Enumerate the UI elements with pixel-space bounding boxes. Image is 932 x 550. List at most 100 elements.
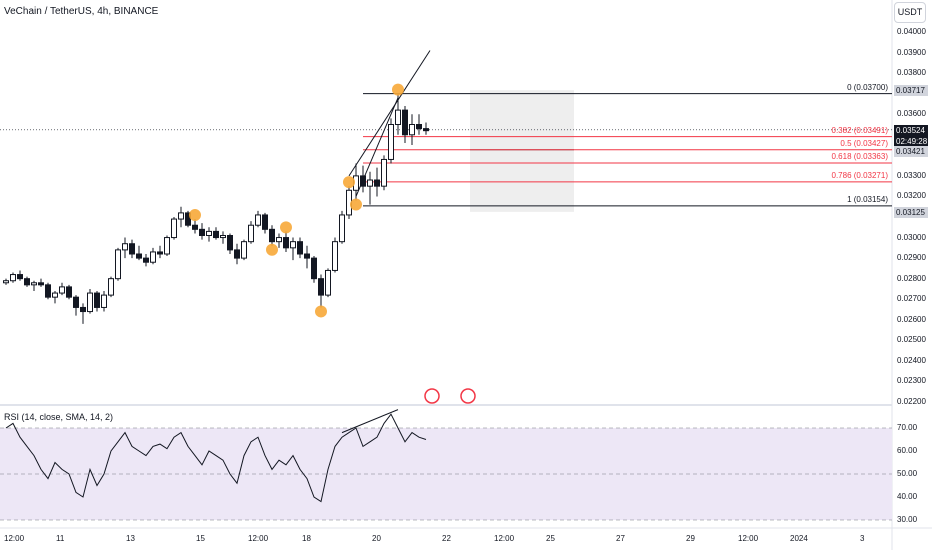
candle-body — [255, 214, 261, 226]
candle-body — [248, 224, 254, 243]
rsi-tick-label: 60.00 — [897, 446, 918, 455]
candle-body — [332, 241, 338, 271]
candle-body — [276, 237, 282, 243]
time-tick-label: 22 — [442, 534, 451, 543]
fib-level-label: 0.5 (0.03427) — [840, 138, 888, 148]
pivot-marker — [266, 243, 278, 256]
candle-body — [304, 253, 310, 259]
price-tag: 0.03524 — [894, 124, 928, 136]
candle-body — [122, 243, 128, 251]
candle-body — [45, 284, 51, 298]
price-tag: 02:49:28 — [894, 135, 928, 147]
candle-body — [269, 228, 275, 243]
currency-button[interactable]: USDT — [894, 2, 926, 23]
candle-body — [73, 296, 79, 308]
candle-body — [339, 214, 345, 243]
rsi-tick-label: 30.00 — [897, 515, 918, 524]
price-tick-label: 0.02200 — [897, 397, 926, 406]
rsi-tick-label: 50.00 — [897, 469, 918, 478]
candle-body — [129, 243, 135, 255]
candle-body — [157, 251, 163, 255]
price-tick-label: 0.04000 — [897, 27, 926, 36]
candle-body — [80, 306, 86, 313]
candle-body — [3, 280, 9, 284]
candle-body — [220, 235, 226, 239]
rsi-tick-label: 70.00 — [897, 423, 918, 432]
economic-event-icon — [460, 388, 476, 404]
pivot-marker — [280, 221, 292, 234]
candle-body — [17, 274, 23, 280]
candle-body — [199, 228, 205, 236]
price-tick-label: 0.02600 — [897, 314, 926, 324]
pivot-marker — [189, 209, 201, 222]
price-tick-label: 0.02300 — [897, 376, 926, 386]
fib-level-label: 0.786 (0.03271) — [831, 170, 889, 180]
candle-body — [402, 109, 408, 136]
price-tick-label: 0.03000 — [897, 232, 926, 242]
pivot-marker — [343, 176, 355, 189]
candle-body — [297, 241, 303, 255]
price-tick-label: 0.03200 — [897, 191, 926, 201]
time-tick-label: 25 — [546, 534, 555, 543]
price-tick-label: 0.02900 — [897, 253, 926, 263]
trend-line-lower — [355, 97, 399, 197]
candle-body — [311, 257, 317, 280]
chart-title: VeChain / TetherUS, 4h, BINANCE — [4, 6, 159, 17]
candle-body — [150, 251, 156, 263]
price-tag: 0.03125 — [894, 206, 928, 218]
candle-body — [423, 128, 429, 132]
price-tick-label: 0.03900 — [897, 47, 926, 57]
rsi-indicator-title: RSI (14, close, SMA, 14, 2) — [4, 412, 114, 422]
time-tick-label: 20 — [372, 534, 381, 543]
candle-body — [206, 230, 212, 236]
time-tick-label: 13 — [126, 534, 135, 543]
price-tag: 0.03421 — [894, 146, 928, 158]
trend-line-upper — [348, 50, 431, 177]
candle-body — [234, 249, 240, 259]
rsi-line — [5, 413, 427, 503]
candle-body — [10, 274, 16, 282]
candle-body — [374, 179, 380, 187]
candle-body — [283, 237, 289, 249]
time-tick-label: 29 — [686, 534, 695, 543]
time-tick-label: 2024 — [790, 534, 808, 543]
time-tick-label: 12:00 — [494, 534, 515, 543]
candle-body — [388, 124, 394, 160]
rsi-tick-label: 40.00 — [897, 492, 918, 501]
candle-body — [241, 241, 247, 259]
candle-body — [381, 158, 387, 187]
candle-body — [318, 278, 324, 296]
candle-body — [38, 282, 44, 286]
candle-body — [31, 282, 37, 286]
candle-body — [290, 241, 296, 249]
candle-body — [325, 269, 331, 296]
candle-body — [66, 286, 72, 298]
candle-body — [143, 257, 149, 263]
candle-body — [24, 278, 30, 286]
pivot-marker — [392, 83, 404, 96]
candle-body — [101, 294, 107, 308]
time-tick-label: 18 — [302, 534, 311, 543]
time-tick-label: 11 — [56, 534, 65, 543]
candle-body — [395, 109, 401, 126]
candle-body — [59, 286, 65, 294]
candle-body — [192, 224, 198, 230]
price-tick-label: 0.02500 — [897, 335, 926, 345]
candle-body — [262, 214, 268, 230]
price-tick-label: 0.02800 — [897, 273, 926, 283]
price-tag: 0.03717 — [894, 85, 928, 97]
time-tick-label: 12:00 — [738, 534, 759, 543]
candle-body — [213, 230, 219, 239]
economic-event-icon — [424, 388, 440, 404]
time-tick-label: 27 — [616, 534, 625, 543]
candle-body — [409, 124, 415, 136]
candle-body — [52, 292, 58, 298]
price-tick-label: 0.03800 — [897, 68, 926, 78]
candle-body — [94, 292, 100, 308]
candle-body — [136, 253, 142, 259]
candle-body — [115, 249, 121, 280]
fib-level-label: 0.618 (0.03363) — [831, 151, 889, 161]
pivot-marker — [350, 198, 362, 211]
candle-body — [185, 212, 191, 226]
